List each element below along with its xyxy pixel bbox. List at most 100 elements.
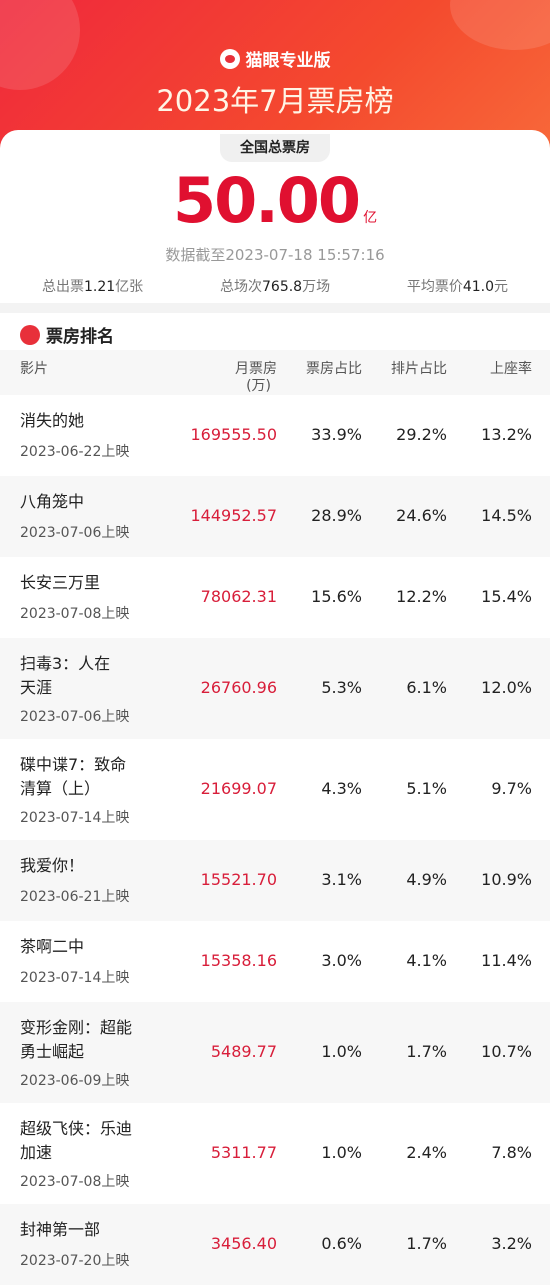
box: 15358.16 xyxy=(200,950,277,970)
movie-title: 勇士崛起 xyxy=(20,1042,85,1061)
box: 5489.77 xyxy=(210,1041,277,1061)
row: 消失的她 2023-06-22上映 169555.50 33.9% 29.2% 13.2% xyxy=(0,395,550,476)
row: 扫毒3：人在 天涯 2023-07-06上映 26760.96 5.3% 6.1% 12.0… xyxy=(0,638,550,739)
decor xyxy=(450,0,550,50)
column-header: 排片占比 xyxy=(391,361,447,377)
share: 5.3% xyxy=(321,677,362,697)
table: 影片 月票房 (万) 票房占比 排片占比 上座率 消失的她 2023-06-22上映 16955… xyxy=(0,350,550,1285)
screen: 24.6% xyxy=(396,505,447,525)
release-date: 2023-07-14上映 xyxy=(20,970,130,986)
occupancy: 10.7% xyxy=(481,1041,532,1061)
movie-title: 超级飞侠：乐迪 xyxy=(20,1119,133,1138)
row: 长安三万里 2023-07-08上映 78062.31 15.6% 12.2% 15.4% xyxy=(0,557,550,638)
stat-label: 总出票 xyxy=(42,279,84,295)
movie-title: 天涯 xyxy=(20,678,53,697)
ranking-title: 票房排名 xyxy=(20,322,114,347)
movie-title: 碟中谍7：致命 xyxy=(20,755,127,774)
column-header: 影片 xyxy=(20,361,48,377)
brand: 猫眼专业版 xyxy=(0,46,550,71)
column-header: 票房占比 xyxy=(306,361,362,377)
decor xyxy=(0,0,80,90)
stats: 总出票1.21亿张 总场次765.8万场 平均票价41.0元 xyxy=(0,276,550,298)
stat-label: 平均票价 xyxy=(406,279,463,295)
movie-title: 长安三万里 xyxy=(20,573,101,592)
stat-unit: 万场 xyxy=(302,279,331,295)
stat-value: 1.21 xyxy=(84,279,116,295)
share: 3.0% xyxy=(321,950,362,970)
movie-title: 封神第一部 xyxy=(20,1220,101,1239)
share: 15.6% xyxy=(311,586,362,606)
movie-title: 加速 xyxy=(20,1143,53,1162)
row: 我爱你！ 2023-06-21上映 15521.70 3.1% 4.9% 10.9% xyxy=(0,840,550,921)
release-date: 2023-07-20上映 xyxy=(20,1253,130,1269)
movie-title: 八角笼中 xyxy=(20,492,85,511)
box: 21699.07 xyxy=(200,778,277,798)
occupancy: 7.8% xyxy=(491,1142,532,1162)
brand-name: 猫眼专业版 xyxy=(245,51,331,71)
updated: 数据截至2023-07-18 15:57:16 xyxy=(165,246,385,264)
occupancy: 15.4% xyxy=(481,586,532,606)
total: 50.00 亿 xyxy=(0,164,550,237)
screen: 1.7% xyxy=(406,1041,447,1061)
header-row: 影片 月票房 (万) 票房占比 排片占比 上座率 xyxy=(0,350,550,395)
screen: 1.7% xyxy=(406,1233,447,1253)
box: 15521.70 xyxy=(200,869,277,889)
box: 78062.31 xyxy=(200,586,277,606)
row: 封神第一部 2023-07-20上映 3456.40 0.6% 1.7% 3.2% xyxy=(0,1204,550,1285)
occupancy: 3.2% xyxy=(491,1233,532,1253)
column-header: (万) xyxy=(246,378,271,394)
occupancy: 12.0% xyxy=(481,677,532,697)
share: 0.6% xyxy=(321,1233,362,1253)
share: 4.3% xyxy=(321,778,362,798)
row: 超级飞侠：乐迪 加速 2023-07-08上映 5311.77 1.0% 2.4% 7.8% xyxy=(0,1103,550,1204)
total-unit: 亿 xyxy=(363,210,378,226)
row: 茶啊二中 2023-07-14上映 15358.16 3.0% 4.1% 11.4% xyxy=(0,921,550,1002)
screen: 4.1% xyxy=(406,950,447,970)
screen: 2.4% xyxy=(406,1142,447,1162)
ranking-title-text: 票房排名 xyxy=(46,327,114,347)
row: 变形金刚：超能 勇士崛起 2023-06-09上映 5489.77 1.0% 1.7% 10… xyxy=(0,1002,550,1103)
movie-title: 扫毒3：人在 xyxy=(20,654,111,673)
total-label: 全国总票房 xyxy=(220,134,330,162)
share: 3.1% xyxy=(321,869,362,889)
occupancy: 14.5% xyxy=(481,505,532,525)
stat-value: 765.8 xyxy=(262,279,303,295)
box: 169555.50 xyxy=(190,424,277,444)
share: 1.0% xyxy=(321,1142,362,1162)
total-value: 50.00 xyxy=(172,164,361,237)
box: 5311.77 xyxy=(210,1142,277,1162)
movie-title: 消失的她 xyxy=(20,411,85,430)
share: 1.0% xyxy=(321,1041,362,1061)
screen: 4.9% xyxy=(406,869,447,889)
stat: 平均票价41.0元 xyxy=(407,276,508,296)
release-date: 2023-07-06上映 xyxy=(20,525,130,541)
card: 全国总票房 50.00 亿 数据截至2023-07-18 15:57:16 总出票… xyxy=(0,130,550,1287)
release-date: 2023-06-09上映 xyxy=(20,1073,130,1089)
release-date: 2023-07-08上映 xyxy=(20,606,130,622)
occupancy: 11.4% xyxy=(481,950,532,970)
occupancy: 10.9% xyxy=(481,869,532,889)
box: 26760.96 xyxy=(200,677,277,697)
movie-title: 我爱你！ xyxy=(20,856,85,875)
stat-unit: 元 xyxy=(494,279,508,295)
release-date: 2023-07-08上映 xyxy=(20,1174,130,1190)
screen: 12.2% xyxy=(396,586,447,606)
share: 33.9% xyxy=(311,424,362,444)
screen: 5.1% xyxy=(406,778,447,798)
occupancy: 9.7% xyxy=(491,778,532,798)
stat-unit: 亿张 xyxy=(115,279,144,295)
movie-title: 清算（上） xyxy=(20,779,101,798)
row: 八角笼中 2023-07-06上映 144952.57 28.9% 24.6% 14.5% xyxy=(0,476,550,557)
page-title: 2023年7月票房榜 xyxy=(156,84,394,118)
stat-label: 总场次 xyxy=(220,279,262,295)
row: 碟中谍7：致命 清算（上） 2023-07-14上映 21699.07 4.3% 5.1%… xyxy=(0,739,550,840)
occupancy: 13.2% xyxy=(481,424,532,444)
screen: 6.1% xyxy=(406,677,447,697)
movie-title: 变形金刚：超能 xyxy=(20,1018,133,1037)
box: 144952.57 xyxy=(190,505,277,525)
screen: 29.2% xyxy=(396,424,447,444)
stat: 总场次765.8万场 xyxy=(220,276,330,296)
release-date: 2023-07-06上映 xyxy=(20,709,130,725)
stat: 总出票1.21亿张 xyxy=(42,276,143,296)
